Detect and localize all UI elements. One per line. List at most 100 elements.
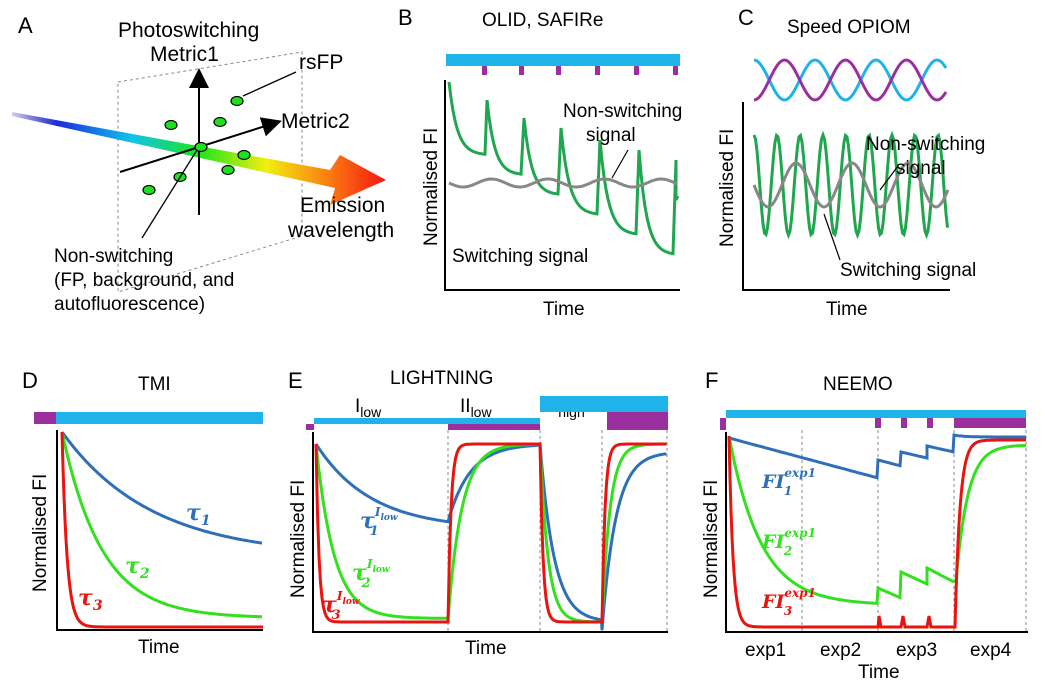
tau2-label: τ2	[125, 553, 150, 582]
purple-pulses-f	[875, 418, 933, 428]
panel-a-letter: A	[18, 13, 33, 38]
panel-b-axes	[444, 80, 680, 291]
panel-b: B OLID, SAFIRe Non-switching signal Swit…	[398, 5, 682, 320]
switching-pointer-c	[823, 213, 841, 261]
lightning-tau1-label: τIlow 1	[360, 505, 398, 539]
panel-b-title: OLID, SAFIRe	[482, 10, 603, 31]
panel-b-xlabel: Time	[543, 299, 585, 320]
exp3-label: exp3	[896, 640, 937, 661]
nonswitching-pointer-b	[611, 149, 629, 179]
panel-b-letter: B	[398, 5, 413, 30]
lightning-tau2-label: τIlow 2	[352, 557, 390, 591]
panel-f-title: NEEMO	[823, 374, 893, 395]
nonswitching-label-b1: Non-switching	[563, 101, 682, 122]
panel-f-letter: F	[705, 368, 718, 393]
panel-f-dividers	[801, 430, 1027, 632]
panel-b-ylabel: Normalised FI	[421, 128, 442, 246]
blue-light-bar	[446, 54, 680, 66]
nonswitching-label-c2: signal	[896, 158, 946, 179]
lightning-tau3-curve	[314, 442, 667, 624]
panel-f: F NEEMO FIexp1 1 FIexp1 2 FIexp1 3 exp1 exp…	[701, 368, 1028, 683]
emission-arrow	[12, 112, 386, 205]
purple-pulse-d	[34, 412, 56, 424]
fi2-label: FIexp1 2	[761, 526, 816, 558]
fi3-label: FIexp1 3	[761, 586, 816, 618]
exp1-label: exp1	[745, 640, 786, 661]
metric-plane	[117, 51, 303, 293]
panel-d-xlabel: Time	[138, 637, 180, 658]
panel-a: A Photoswitching Metric1 Metric2 rsFP Em…	[12, 13, 394, 315]
lightning-tau1-curve	[314, 443, 667, 631]
panel-e: E LIGHTNING Ilow IIlow Ihigh IIhigh τIlo…	[288, 368, 668, 659]
rsfp-pointer	[242, 71, 297, 97]
panel-e-xlabel: Time	[465, 638, 507, 659]
panel-e-title: LIGHTNING	[390, 368, 493, 389]
switching-label-c: Switching signal	[840, 260, 976, 281]
lightning-tau2-curve	[314, 441, 667, 624]
blue-low-bar-2	[448, 418, 540, 424]
nonswitching-label-2: (FP, background, and	[54, 270, 234, 291]
panel-c-ylabel: Normalised FI	[717, 129, 738, 247]
tau1-curve	[60, 431, 263, 545]
wavelength-label: wavelength	[287, 219, 394, 242]
photoswitching-label: Photoswitching	[118, 19, 259, 42]
panel-c-title: Speed OPIOM	[787, 17, 911, 38]
purple-low-bar	[448, 424, 540, 430]
nonswitching-label-b2: signal	[586, 125, 636, 146]
switching-label-b: Switching signal	[452, 246, 588, 267]
panel-d-ylabel: Normalised FI	[30, 474, 51, 592]
blue-modulation-wave	[753, 58, 948, 102]
panel-c-letter: C	[738, 5, 754, 30]
switching-signal-curve	[447, 81, 680, 256]
purple-pulse-f0	[720, 418, 726, 430]
panel-d-letter: D	[22, 368, 38, 393]
panel-f-axes	[725, 432, 1028, 633]
rsfp-label: rsFP	[299, 51, 343, 74]
switching-signal-oscillation	[752, 130, 949, 240]
panel-e-ylabel: Normalised FI	[288, 480, 309, 598]
ii-low-label: IIlow	[460, 396, 492, 420]
exp2-label: exp2	[820, 640, 861, 661]
panel-d-title: TMI	[138, 374, 171, 395]
blue-bar-d	[56, 412, 263, 424]
blue-high-bar	[540, 396, 668, 412]
nonswitching-pointer-c	[879, 165, 899, 191]
panel-c-axes	[742, 102, 950, 291]
nonswitching-label-1: Non-switching	[54, 246, 173, 267]
lightning-tau3-label: τIlow 3	[322, 589, 360, 623]
i-low-label: Ilow	[355, 396, 382, 420]
metric2-label: Metric2	[281, 110, 350, 133]
nonswitching-signal-curve	[448, 177, 678, 189]
metric1-label: Metric1	[150, 43, 219, 66]
neemo-fi2-curve	[727, 435, 1027, 605]
purple-bar-f	[954, 418, 1026, 428]
nonswitching-label-c1: Non-switching	[866, 134, 985, 155]
tau3-curve	[60, 431, 263, 629]
tau3-label: τ3	[78, 585, 103, 614]
panel-f-ylabel: Normalised FI	[701, 480, 722, 598]
tau1-label: τ1	[186, 500, 211, 529]
tau2-curve	[60, 431, 262, 619]
panel-f-xlabel: Time	[858, 662, 900, 683]
panel-d: D TMI τ1 τ2 τ3 Normalised FI Time	[22, 368, 263, 658]
purple-pulses	[482, 66, 678, 75]
panel-c-xlabel: Time	[826, 299, 868, 320]
purple-pulse-e	[306, 424, 314, 430]
purple-modulation-wave	[753, 58, 948, 102]
exp4-label: exp4	[970, 640, 1012, 661]
nonswitching-pointer	[141, 149, 198, 239]
nonswitching-label-3: autofluorescence)	[54, 294, 205, 315]
panel-d-axes	[56, 430, 263, 631]
panel-e-letter: E	[288, 368, 303, 393]
blue-low-bar	[314, 418, 448, 424]
fi1-label: FIexp1 1	[761, 466, 816, 498]
neemo-fi3-curve	[727, 435, 1026, 629]
emission-label: Emission	[300, 194, 385, 217]
neemo-fi1-curve	[728, 433, 1026, 480]
panel-c: C Speed OPIOM Non-switching signal Switc…	[717, 5, 985, 320]
panel-e-axes	[312, 432, 668, 633]
blue-bar-f	[726, 410, 1026, 418]
purple-high-bar	[607, 412, 668, 430]
rsfp-dots	[142, 95, 251, 196]
